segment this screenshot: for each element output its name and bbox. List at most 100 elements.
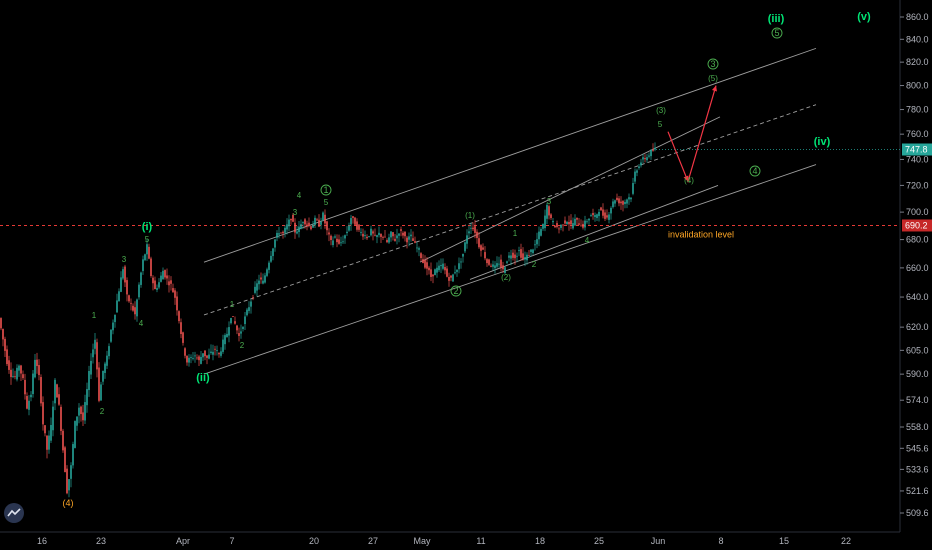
candle-body: [274, 239, 276, 248]
price-tick-label: 521.6: [906, 486, 929, 496]
candle-body: [148, 246, 150, 259]
candle-body: [110, 329, 112, 342]
candle-body: [430, 269, 432, 277]
candle-body: [566, 221, 568, 225]
candle-body: [454, 272, 456, 274]
wave-label: 5: [658, 120, 663, 129]
candle-body: [480, 245, 482, 251]
candle-body: [620, 201, 622, 204]
candle-body: [338, 239, 340, 244]
candle-body: [34, 359, 36, 378]
candle-body: [516, 255, 518, 257]
candle-body: [616, 197, 618, 200]
candle-body: [268, 262, 270, 270]
candle-body: [392, 232, 394, 237]
candle-body: [124, 266, 126, 283]
candle-body: [440, 265, 442, 267]
candle-body: [200, 356, 202, 364]
wave-label: (4): [684, 176, 694, 185]
price-tick-label: 640.0: [906, 292, 929, 302]
candle-body: [78, 407, 80, 416]
candle-body: [46, 435, 48, 450]
candle-body: [412, 238, 414, 241]
tradingview-logo-button[interactable]: [4, 503, 24, 523]
wave-label: (3): [656, 106, 666, 115]
candle-body: [258, 280, 260, 285]
candle-body: [532, 249, 534, 253]
candle-body: [470, 227, 472, 229]
candle-body: [198, 356, 200, 361]
candle-body: [356, 221, 358, 230]
candle-body: [548, 206, 550, 216]
candle-body: [564, 220, 566, 224]
wave-label: 5: [324, 198, 329, 207]
candle-body: [24, 379, 26, 395]
candle-body: [236, 325, 238, 331]
candle-body: [50, 425, 52, 441]
time-tick-label: 18: [535, 536, 545, 546]
candle-body: [554, 225, 556, 228]
candle-body: [336, 238, 338, 243]
candle-body: [506, 261, 508, 263]
candle-body: [178, 311, 180, 322]
candle-body: [182, 332, 184, 343]
candle-body: [56, 384, 58, 398]
time-axis[interactable]: 16 23 Apr 7 20 27 May 11 18 25 Jun 8 15 22: [37, 536, 851, 546]
candle-body: [254, 286, 256, 293]
projection-path[interactable]: [667, 85, 717, 184]
candle-body: [592, 213, 594, 216]
candle-body: [452, 274, 454, 282]
candle-body: [232, 316, 234, 318]
time-tick-label: 20: [309, 536, 319, 546]
candle-body: [420, 253, 422, 259]
channel-line[interactable]: [419, 116, 721, 263]
wave-labels[interactable]: (4) 1 2 3 4 (i) 5 (ii) 1 2 3 4 1 5 (1) 2 (2) 1 2 3 4 (3) 5 (4) 3…: [63, 11, 872, 508]
candle-body: [188, 357, 190, 363]
price-axis[interactable]: 860.0 840.0 820.0 800.0 780.0 760.0 740.0 720.0…: [900, 12, 929, 518]
candle-body: [584, 220, 586, 228]
candle-body: [344, 235, 346, 239]
candle-body: [6, 349, 8, 365]
candle-body: [492, 264, 494, 267]
candle-body: [224, 335, 226, 345]
wave-label: (1): [465, 211, 475, 220]
channel-line[interactable]: [203, 164, 817, 375]
candle-body: [602, 209, 604, 216]
candle-body: [556, 223, 558, 228]
candle-body: [426, 262, 428, 269]
candle-body: [316, 219, 318, 221]
candle-body: [12, 376, 14, 377]
candle-body: [400, 229, 402, 231]
price-tick-label: 558.0: [906, 422, 929, 432]
candle-body: [458, 263, 460, 270]
time-tick-label: 15: [779, 536, 789, 546]
price-tick-label: 620.0: [906, 322, 929, 332]
wave-label: (iv): [814, 136, 831, 148]
candle-body: [514, 254, 516, 259]
time-tick-label: 23: [96, 536, 106, 546]
candle-body: [424, 259, 426, 268]
candle-body: [88, 371, 90, 391]
candle-body: [416, 247, 418, 249]
price-tick-label: 780.0: [906, 105, 929, 115]
candle-body: [104, 363, 106, 373]
candle-body: [120, 277, 122, 292]
wave-label-circle: [749, 165, 761, 177]
candle-body: [82, 412, 84, 421]
candles[interactable]: [0, 142, 656, 498]
candle-body: [380, 233, 382, 237]
channel-line[interactable]: [203, 104, 817, 316]
candle-body: [388, 237, 390, 243]
candle-body: [524, 257, 526, 260]
price-tick-label: 545.6: [906, 443, 929, 453]
candle-body: [204, 350, 206, 357]
candle-body: [582, 223, 584, 228]
candle-body: [138, 284, 140, 298]
channel-line[interactable]: [203, 47, 817, 263]
wave-label: 5: [774, 28, 779, 38]
candle-body: [422, 259, 424, 264]
candle-body: [126, 280, 128, 295]
candle-body: [346, 231, 348, 234]
